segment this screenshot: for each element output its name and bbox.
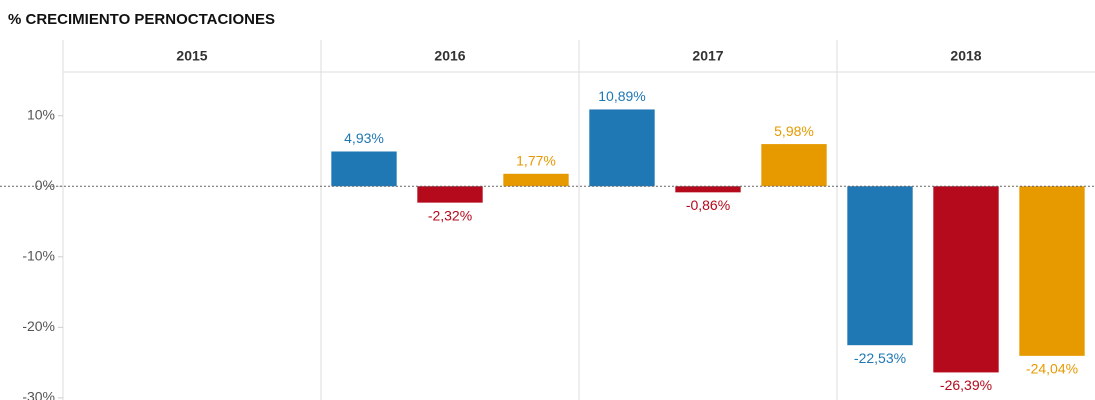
bar bbox=[675, 186, 741, 193]
data-label: 4,93% bbox=[344, 130, 384, 146]
data-label: -26,39% bbox=[940, 377, 992, 393]
data-label: -24,04% bbox=[1026, 361, 1078, 377]
bar bbox=[417, 186, 483, 203]
bar bbox=[1019, 186, 1085, 356]
y-tick-label: -10% bbox=[22, 248, 55, 264]
data-label: 1,77% bbox=[516, 152, 556, 168]
chart-title: % CRECIMIENTO PERNOCTACIONES bbox=[8, 11, 275, 28]
data-label: -2,32% bbox=[428, 207, 472, 223]
panel-header: 2016 bbox=[434, 48, 465, 64]
bar bbox=[589, 109, 655, 187]
data-label: -0,86% bbox=[686, 197, 730, 213]
bar bbox=[761, 144, 827, 187]
data-label: 10,89% bbox=[598, 88, 645, 104]
bar bbox=[331, 151, 397, 187]
y-tick-label: 10% bbox=[27, 106, 55, 122]
y-tick-label: -30% bbox=[22, 389, 55, 400]
panel-header: 2015 bbox=[176, 48, 207, 64]
y-tick-label: 0% bbox=[35, 177, 55, 193]
panel-header: 2017 bbox=[692, 48, 723, 64]
panel-header: 2018 bbox=[950, 48, 981, 64]
data-label: -22,53% bbox=[854, 350, 906, 366]
data-label: 5,98% bbox=[774, 123, 814, 139]
bar bbox=[933, 186, 999, 373]
bar bbox=[847, 186, 913, 346]
y-tick-label: -20% bbox=[22, 318, 55, 334]
bar bbox=[503, 173, 569, 187]
